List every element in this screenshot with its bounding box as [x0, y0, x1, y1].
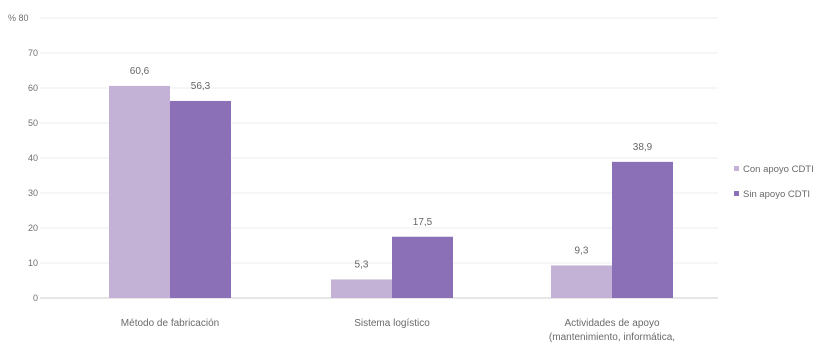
y-tick-label: 0 [33, 293, 38, 303]
x-tick-label: Actividades de apoyo [564, 318, 660, 329]
y-tick-label: 30 [28, 188, 38, 198]
x-tick-label: (mantenimiento, informática, [549, 332, 675, 343]
bar [612, 161, 673, 298]
bar [392, 236, 453, 298]
data-labels: 60,6 56,3 5,3 17,5 9,3 38,9 [130, 66, 653, 271]
legend-swatch [734, 191, 739, 196]
legend-swatch [734, 166, 739, 171]
y-tick-label: 10 [28, 258, 38, 268]
y-tick-label: 60 [28, 83, 38, 93]
y-tick-label: 50 [28, 118, 38, 128]
data-label: 60,6 [130, 66, 150, 77]
x-axis-labels: Método de fabricación Sistema logístico Ac… [121, 318, 675, 343]
data-label: 5,3 [355, 259, 369, 270]
y-tick-label: 40 [28, 153, 38, 163]
data-label: 56,3 [191, 81, 211, 92]
y-axis: % 80 0 10 20 30 40 50 60 70 [8, 13, 38, 303]
y-tick-label: 70 [28, 48, 38, 58]
legend: Con apoyo CDTI Sin apoyo CDTI [734, 164, 814, 200]
bars [109, 85, 673, 299]
data-label: 38,9 [633, 142, 653, 153]
y-axis-unit-label: % 80 [8, 13, 29, 23]
x-tick-label: Sistema logístico [354, 318, 430, 329]
bar [551, 265, 612, 298]
legend-label: Con apoyo CDTI [743, 164, 814, 175]
bar [331, 279, 392, 298]
bar [109, 85, 170, 299]
data-label: 17,5 [413, 217, 433, 228]
data-label: 9,3 [575, 245, 589, 256]
y-tick-label: 20 [28, 223, 38, 233]
legend-label: Sin apoyo CDTI [743, 189, 810, 200]
bar [170, 100, 231, 298]
x-tick-label: Método de fabricación [121, 318, 219, 329]
